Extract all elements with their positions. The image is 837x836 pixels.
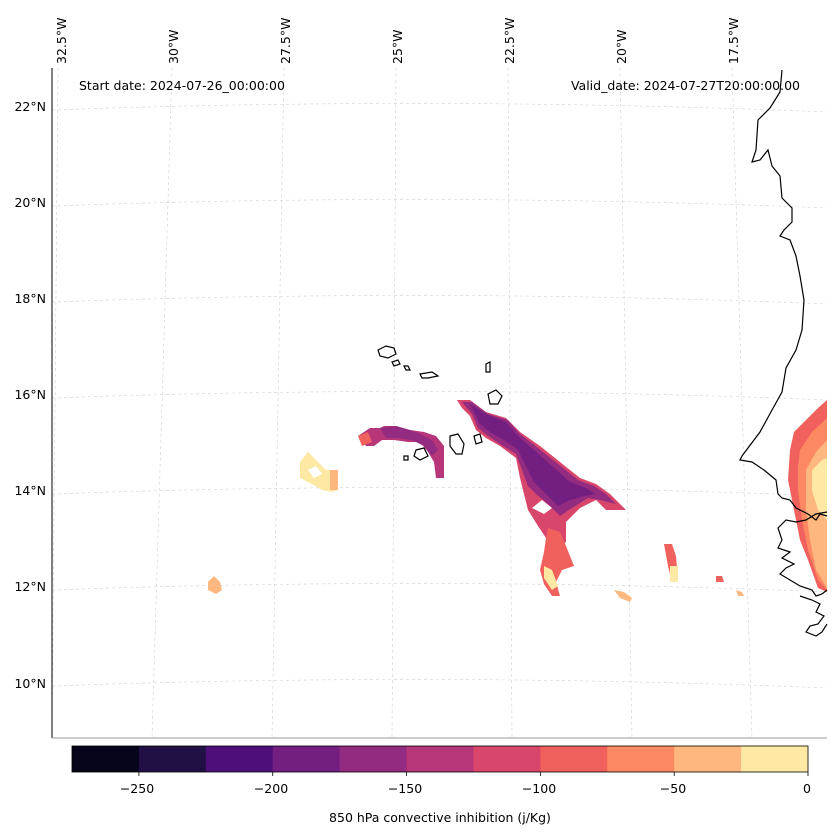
- lon-label: 30°W: [166, 29, 181, 64]
- colorbar-segments: [72, 746, 809, 772]
- cv-santo-antao: [377, 345, 397, 359]
- colorbar-segment: [473, 746, 541, 772]
- colorbar-segment: [540, 746, 608, 772]
- cin-patch-main-core: [470, 404, 596, 506]
- cv-boa-vista: [487, 389, 503, 405]
- cv-fogo: [413, 447, 429, 461]
- africa-coast: [739, 69, 828, 521]
- cin-patch-far-west-1-hole: [308, 466, 322, 478]
- colorbar-tick-label: −200: [254, 781, 288, 796]
- cin-patch-south-3: [716, 576, 724, 582]
- cv-sao-vicente: [391, 359, 401, 367]
- cin-patch-far-west-2: [208, 576, 222, 594]
- colorbar-segment: [674, 746, 742, 772]
- colorbar: −250 −200 −150 −100 −50 0 850 hPa convec…: [71, 745, 811, 825]
- start-date-text: Start date: 2024-07-26_00:00:00: [79, 78, 285, 93]
- map-frame: [51, 68, 827, 739]
- colorbar-segment: [406, 746, 474, 772]
- cin-patch-far-west-1-edge: [330, 470, 338, 490]
- cin-patch-south-2: [614, 590, 632, 602]
- lon-label: 25°W: [390, 29, 405, 64]
- cv-brava: [403, 455, 409, 461]
- colorbar-tick-label: −100: [522, 781, 556, 796]
- lat-label: 16°N: [14, 387, 46, 402]
- graticule: [51, 67, 828, 739]
- cv-sao-nicolau: [419, 371, 440, 379]
- colorbar-segment: [138, 746, 207, 772]
- colorbar-tick-label: 0: [803, 781, 811, 796]
- colorbar-ticks: [138, 772, 809, 776]
- cv-sal: [485, 361, 491, 373]
- colorbar-tick-label: −250: [120, 781, 154, 796]
- lat-label: 22°N: [14, 99, 46, 114]
- longitude-labels: 32.5°W 30°W 27.5°W 25°W 22.5°W 20°W 17.5…: [54, 18, 741, 64]
- cin-patch-main-tail-light: [544, 566, 558, 590]
- cin-patch-south-4: [736, 590, 744, 596]
- lat-label: 20°N: [14, 195, 46, 210]
- cin-patch-west-light: [358, 432, 372, 446]
- colorbar-tick-label: −50: [660, 781, 686, 796]
- colorbar-segment: [607, 746, 675, 772]
- lon-label: 17.5°W: [726, 18, 741, 64]
- lat-label: 12°N: [14, 579, 46, 594]
- colorbar-frame: [71, 745, 809, 773]
- cin-patch-coast-light: [812, 458, 827, 520]
- lon-label: 22.5°W: [502, 18, 517, 64]
- lat-label: 18°N: [14, 291, 46, 306]
- coastlines: [377, 69, 828, 637]
- cin-patch-main-hole: [532, 500, 552, 514]
- lon-label: 32.5°W: [54, 18, 69, 64]
- valid-date-text: Valid_date: 2024-07-27T20:00:00.00: [571, 78, 800, 93]
- lon-label: 27.5°W: [278, 18, 293, 64]
- cv-maio: [473, 433, 483, 445]
- colorbar-label: 850 hPa convective inhibition (j/Kg): [329, 810, 551, 825]
- lat-label: 10°N: [14, 676, 46, 691]
- lon-label: 20°W: [614, 29, 629, 64]
- colorbar-segment: [339, 746, 408, 772]
- latitude-labels: 22°N 20°N 18°N 16°N 14°N 12°N 10°N: [14, 99, 46, 691]
- lat-label: 14°N: [14, 483, 46, 498]
- colorbar-tick-label: −150: [388, 781, 422, 796]
- colorbar-segment: [72, 746, 140, 772]
- cin-field: [208, 400, 827, 602]
- colorbar-segment: [205, 746, 274, 772]
- cin-patch-west-inner: [380, 426, 438, 456]
- colorbar-segment: [272, 746, 341, 772]
- cv-santiago: [449, 433, 465, 455]
- cin-patch-south-1-light: [670, 566, 678, 582]
- colorbar-segment: [741, 746, 809, 772]
